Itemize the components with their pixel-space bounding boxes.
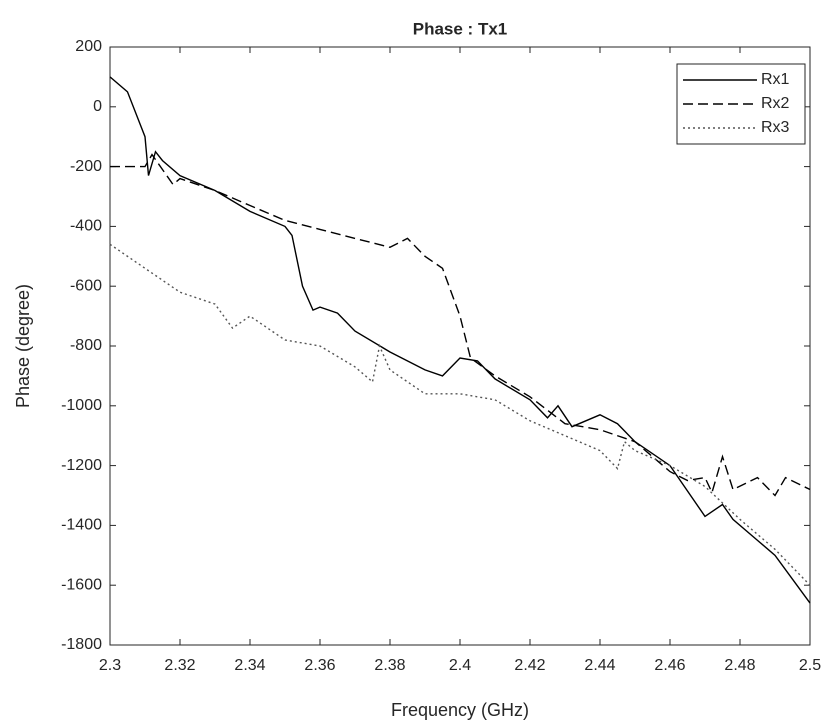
x-tick-label: 2.48 — [724, 657, 755, 674]
x-tick-label: 2.46 — [654, 657, 685, 674]
y-tick-label: -800 — [70, 337, 102, 354]
x-tick-label: 2.36 — [304, 657, 335, 674]
y-tick-label: -1400 — [61, 517, 102, 534]
x-tick-label: 2.32 — [164, 657, 195, 674]
y-tick-label: -1600 — [61, 576, 102, 593]
y-tick-label: -600 — [70, 277, 102, 294]
legend-label: Rx3 — [761, 119, 790, 136]
y-axis-label: Phase (degree) — [13, 284, 33, 408]
y-tick-label: -200 — [70, 158, 102, 175]
x-tick-label: 2.42 — [514, 657, 545, 674]
legend-label: Rx1 — [761, 71, 790, 88]
x-tick-label: 2.4 — [449, 657, 471, 674]
y-tick-label: -400 — [70, 218, 102, 235]
data-line — [109, 76, 811, 604]
x-axis-label: Frequency (GHz) — [391, 700, 529, 720]
data-line — [109, 243, 811, 586]
x-tick-label: 2.5 — [799, 657, 821, 674]
chart-title: Phase : Tx1 — [413, 19, 508, 38]
x-tick-label: 2.44 — [584, 657, 615, 674]
data-line — [110, 153, 811, 497]
x-tick-label: 2.34 — [234, 657, 265, 674]
x-tick-label: 2.3 — [99, 657, 121, 674]
y-tick-label: 0 — [93, 98, 102, 115]
legend-label: Rx2 — [761, 95, 790, 112]
y-tick-label: -1000 — [61, 397, 102, 414]
x-tick-label: 2.38 — [374, 657, 405, 674]
y-tick-label: 200 — [75, 38, 102, 55]
plot-frame — [109, 46, 811, 646]
y-tick-label: -1200 — [61, 457, 102, 474]
y-tick-label: -1800 — [61, 636, 102, 653]
